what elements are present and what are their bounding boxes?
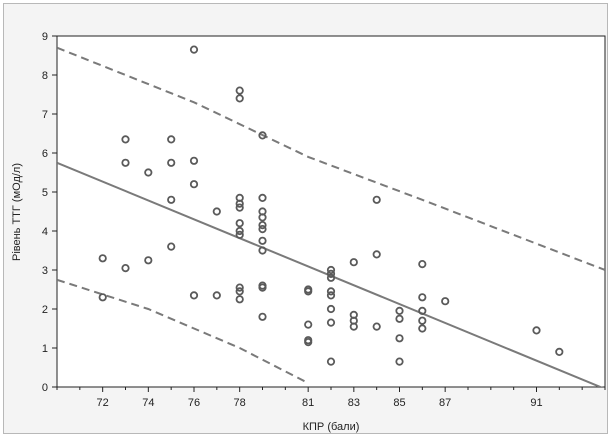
data-point xyxy=(258,283,267,292)
data-point xyxy=(212,291,221,300)
y-tick-label: 7 xyxy=(42,109,48,121)
y-tick-label: 2 xyxy=(42,304,48,316)
data-point xyxy=(258,312,267,321)
data-point xyxy=(326,269,336,278)
data-point xyxy=(189,156,199,165)
data-point xyxy=(98,254,107,263)
x-tick-label: 83 xyxy=(348,397,360,409)
x-tick-label: 87 xyxy=(439,397,451,409)
data-point xyxy=(235,283,244,292)
data-point xyxy=(235,203,244,212)
data-point xyxy=(349,258,358,267)
data-point xyxy=(326,318,336,327)
y-tick-label: 3 xyxy=(42,265,48,277)
data-point xyxy=(326,265,336,275)
data-point xyxy=(418,324,427,333)
data-point xyxy=(235,199,244,208)
data-point xyxy=(304,287,313,296)
data-point xyxy=(235,295,244,304)
data-point xyxy=(418,259,427,269)
y-axis-title: Рівень ТТГ (мОд/л) xyxy=(11,163,23,261)
data-point xyxy=(258,213,267,222)
data-point xyxy=(98,293,107,302)
y-tick-label: 1 xyxy=(42,343,48,355)
data-point xyxy=(372,250,381,259)
data-point xyxy=(395,334,404,343)
regression-line xyxy=(57,161,604,387)
y-tick-label: 5 xyxy=(42,187,48,199)
data-point xyxy=(372,195,381,204)
data-point xyxy=(235,94,244,103)
data-point xyxy=(326,357,336,366)
data-point xyxy=(326,291,336,300)
x-tick-label: 74 xyxy=(142,397,154,409)
y-tick-label: 0 xyxy=(42,382,48,394)
data-point xyxy=(167,242,176,251)
data-point xyxy=(326,304,336,314)
x-axis-title: КПР (бали) xyxy=(303,421,360,433)
data-point xyxy=(235,226,244,236)
data-point xyxy=(418,293,427,302)
data-point xyxy=(418,306,427,315)
y-tick-label: 4 xyxy=(42,226,48,238)
data-point xyxy=(395,357,404,366)
x-tick-label: 72 xyxy=(97,397,109,409)
y-tick-label: 9 xyxy=(42,31,48,43)
x-tick-label: 91 xyxy=(530,397,542,409)
data-point xyxy=(167,158,176,167)
x-tick-label: 76 xyxy=(188,397,200,409)
data-point xyxy=(189,291,199,300)
data-point xyxy=(167,195,176,204)
data-point xyxy=(189,45,199,54)
data-point xyxy=(326,273,336,282)
data-point xyxy=(258,225,267,234)
data-point xyxy=(235,219,244,228)
data-point xyxy=(395,306,404,315)
data-point xyxy=(395,314,404,323)
data-point xyxy=(144,256,153,265)
confidence-band-upper xyxy=(57,46,605,271)
data-point xyxy=(121,263,130,273)
data-point xyxy=(235,230,244,239)
plot-area xyxy=(56,35,606,388)
data-point xyxy=(258,221,267,230)
y-tick-label: 6 xyxy=(42,148,48,160)
data-point xyxy=(258,193,267,202)
data-point xyxy=(212,207,221,216)
data-point xyxy=(532,326,541,335)
data-point xyxy=(235,287,244,296)
data-point xyxy=(555,347,564,356)
x-tick-label: 78 xyxy=(234,397,246,409)
data-point xyxy=(258,131,267,140)
y-tick-label: 8 xyxy=(42,70,48,82)
data-point xyxy=(167,135,176,144)
data-point xyxy=(121,158,130,167)
x-tick-label: 85 xyxy=(393,397,405,409)
data-point xyxy=(418,316,427,325)
data-point xyxy=(235,86,244,95)
data-point xyxy=(144,168,153,177)
data-point xyxy=(326,287,336,296)
data-point xyxy=(258,236,267,245)
data-point xyxy=(304,337,313,347)
data-point xyxy=(372,322,381,331)
data-point xyxy=(304,320,313,329)
data-point xyxy=(349,322,358,331)
data-point xyxy=(441,297,450,306)
confidence-band-lower xyxy=(57,278,309,384)
x-tick-label: 81 xyxy=(302,397,314,409)
data-point xyxy=(121,135,130,144)
data-point xyxy=(258,246,267,255)
data-point xyxy=(189,180,199,189)
